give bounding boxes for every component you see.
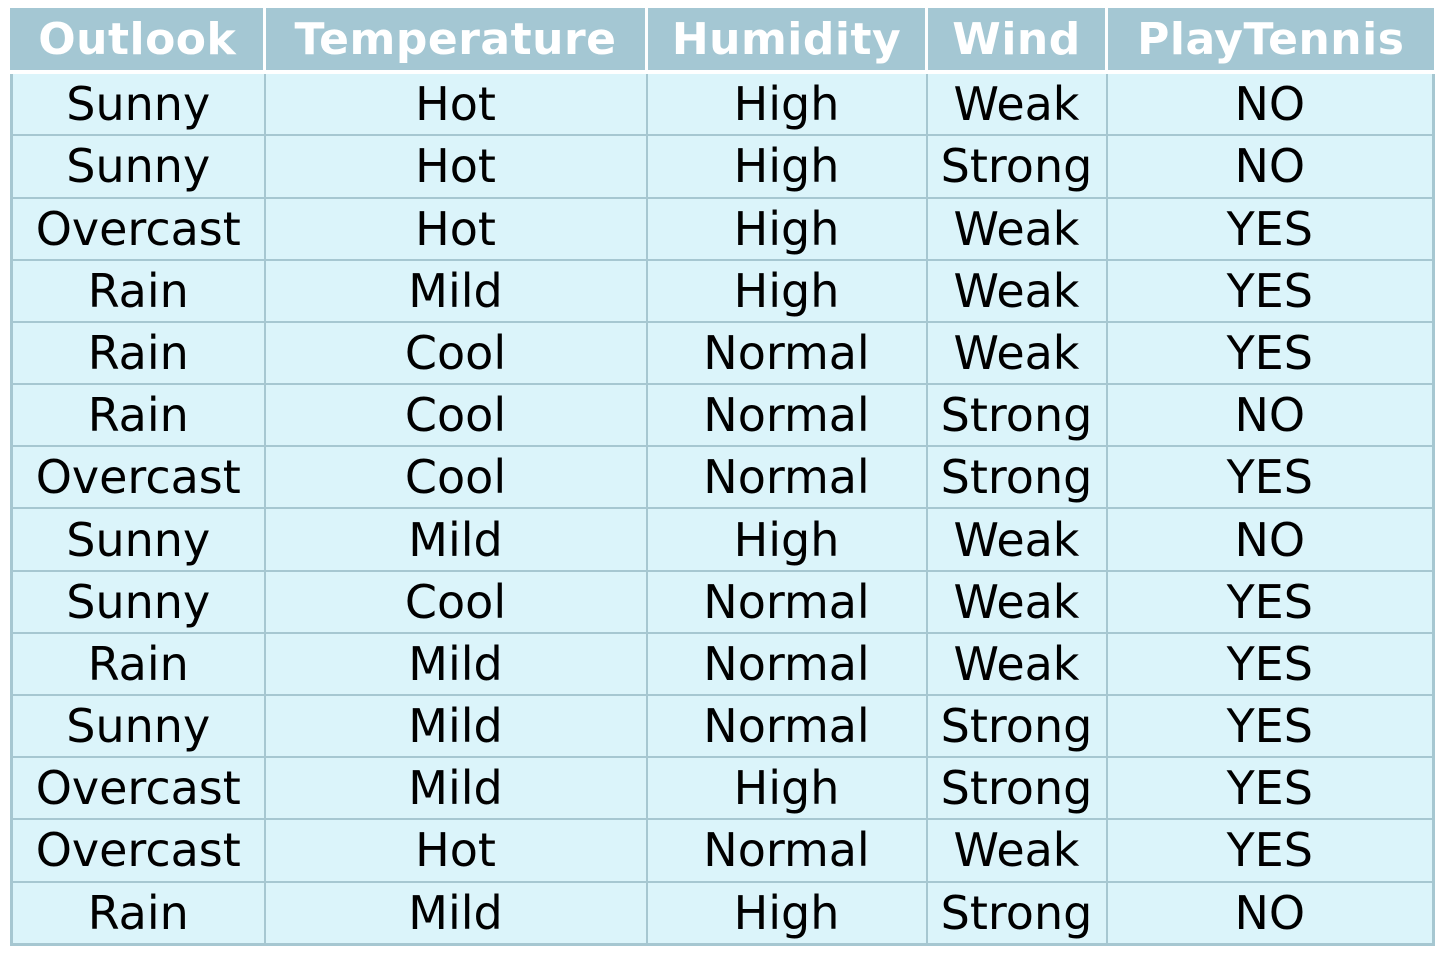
cell-wind: Weak (925, 258, 1108, 323)
cell-temperature: Hot (263, 196, 648, 261)
table-row: Overcast Hot Normal Weak YES (10, 818, 1435, 883)
column-header-wind: Wind (926, 8, 1108, 74)
cell-temperature: Mild (263, 880, 648, 946)
table-row: Sunny Mild Normal Strong YES (10, 693, 1435, 759)
cell-wind: Weak (925, 631, 1108, 697)
cell-playtennis: NO (1105, 134, 1435, 199)
table-row: Overcast Mild High Strong YES (10, 756, 1435, 821)
cell-playtennis: NO (1105, 383, 1435, 448)
cell-playtennis: NO (1105, 70, 1435, 137)
cell-outlook: Rain (10, 383, 266, 448)
cell-playtennis: NO (1105, 507, 1435, 572)
header-row: Outlook Temperature Humidity Wind PlayTe… (11, 8, 1434, 74)
cell-outlook: Sunny (10, 569, 266, 634)
cell-outlook: Sunny (10, 134, 266, 199)
cell-temperature: Mild (263, 756, 648, 821)
table-row: Sunny Mild High Weak NO (10, 507, 1435, 572)
cell-outlook: Rain (10, 258, 266, 323)
cell-outlook: Rain (10, 320, 266, 386)
cell-wind: Weak (925, 320, 1108, 386)
table-row: Rain Cool Normal Strong NO (10, 383, 1435, 448)
cell-humidity: High (645, 880, 928, 946)
cell-temperature: Hot (263, 818, 648, 883)
cell-wind: Strong (925, 880, 1108, 946)
cell-humidity: High (645, 196, 928, 261)
cell-temperature: Cool (263, 569, 648, 634)
play-tennis-table: Outlook Temperature Humidity Wind PlayTe… (10, 8, 1435, 946)
cell-outlook: Overcast (10, 818, 266, 883)
cell-humidity: High (645, 258, 928, 323)
cell-temperature: Mild (263, 693, 648, 759)
cell-humidity: Normal (645, 818, 928, 883)
cell-wind: Strong (925, 383, 1108, 448)
cell-humidity: Normal (645, 631, 928, 697)
cell-temperature: Cool (263, 383, 648, 448)
column-header-humidity: Humidity (646, 8, 928, 74)
cell-outlook: Sunny (10, 693, 266, 759)
cell-playtennis: YES (1105, 631, 1435, 697)
cell-humidity: High (645, 70, 928, 137)
cell-humidity: High (645, 507, 928, 572)
cell-playtennis: YES (1105, 756, 1435, 821)
cell-wind: Strong (925, 445, 1108, 510)
cell-playtennis: YES (1105, 320, 1435, 386)
cell-humidity: Normal (645, 383, 928, 448)
table-row: Rain Mild High Strong NO (10, 880, 1435, 946)
cell-outlook: Overcast (10, 445, 266, 510)
column-header-temperature: Temperature (264, 8, 648, 74)
table-row: Overcast Hot High Weak YES (10, 196, 1435, 261)
cell-playtennis: YES (1105, 569, 1435, 634)
cell-humidity: High (645, 756, 928, 821)
cell-playtennis: YES (1105, 445, 1435, 510)
cell-wind: Weak (925, 507, 1108, 572)
cell-playtennis: YES (1105, 693, 1435, 759)
table-row: Sunny Cool Normal Weak YES (10, 569, 1435, 634)
table-row: Rain Mild Normal Weak YES (10, 631, 1435, 697)
table-body: Sunny Hot High Weak NO Sunny Hot High Strong NO Ov… (10, 70, 1435, 946)
table-row: Rain Mild High Weak YES (10, 258, 1435, 323)
cell-temperature: Hot (263, 70, 648, 137)
table-row: Rain Cool Normal Weak YES (10, 320, 1435, 386)
cell-wind: Weak (925, 818, 1108, 883)
cell-playtennis: NO (1105, 880, 1435, 946)
cell-wind: Strong (925, 134, 1108, 199)
cell-temperature: Hot (263, 134, 648, 199)
play-tennis-table-container: Outlook Temperature Humidity Wind PlayTe… (10, 8, 1435, 946)
cell-wind: Strong (925, 693, 1108, 759)
cell-humidity: Normal (645, 445, 928, 510)
cell-humidity: Normal (645, 693, 928, 759)
table-row: Overcast Cool Normal Strong YES (10, 445, 1435, 510)
cell-temperature: Mild (263, 631, 648, 697)
cell-wind: Weak (925, 196, 1108, 261)
table-row: Sunny Hot High Weak NO (10, 70, 1435, 137)
cell-playtennis: YES (1105, 196, 1435, 261)
cell-wind: Weak (925, 569, 1108, 634)
cell-outlook: Overcast (10, 756, 266, 821)
table-row: Sunny Hot High Strong NO (10, 134, 1435, 199)
cell-humidity: Normal (645, 569, 928, 634)
column-header-playtennis: PlayTennis (1106, 8, 1434, 74)
cell-humidity: Normal (645, 320, 928, 386)
cell-temperature: Mild (263, 258, 648, 323)
cell-outlook: Sunny (10, 507, 266, 572)
cell-temperature: Mild (263, 507, 648, 572)
cell-temperature: Cool (263, 320, 648, 386)
cell-playtennis: YES (1105, 258, 1435, 323)
cell-temperature: Cool (263, 445, 648, 510)
cell-outlook: Rain (10, 631, 266, 697)
column-header-outlook: Outlook (11, 8, 266, 74)
cell-outlook: Sunny (10, 70, 266, 137)
cell-wind: Weak (925, 70, 1108, 137)
cell-outlook: Rain (10, 880, 266, 946)
cell-humidity: High (645, 134, 928, 199)
cell-outlook: Overcast (10, 196, 266, 261)
cell-playtennis: YES (1105, 818, 1435, 883)
table-header: Outlook Temperature Humidity Wind PlayTe… (11, 8, 1434, 74)
cell-wind: Strong (925, 756, 1108, 821)
